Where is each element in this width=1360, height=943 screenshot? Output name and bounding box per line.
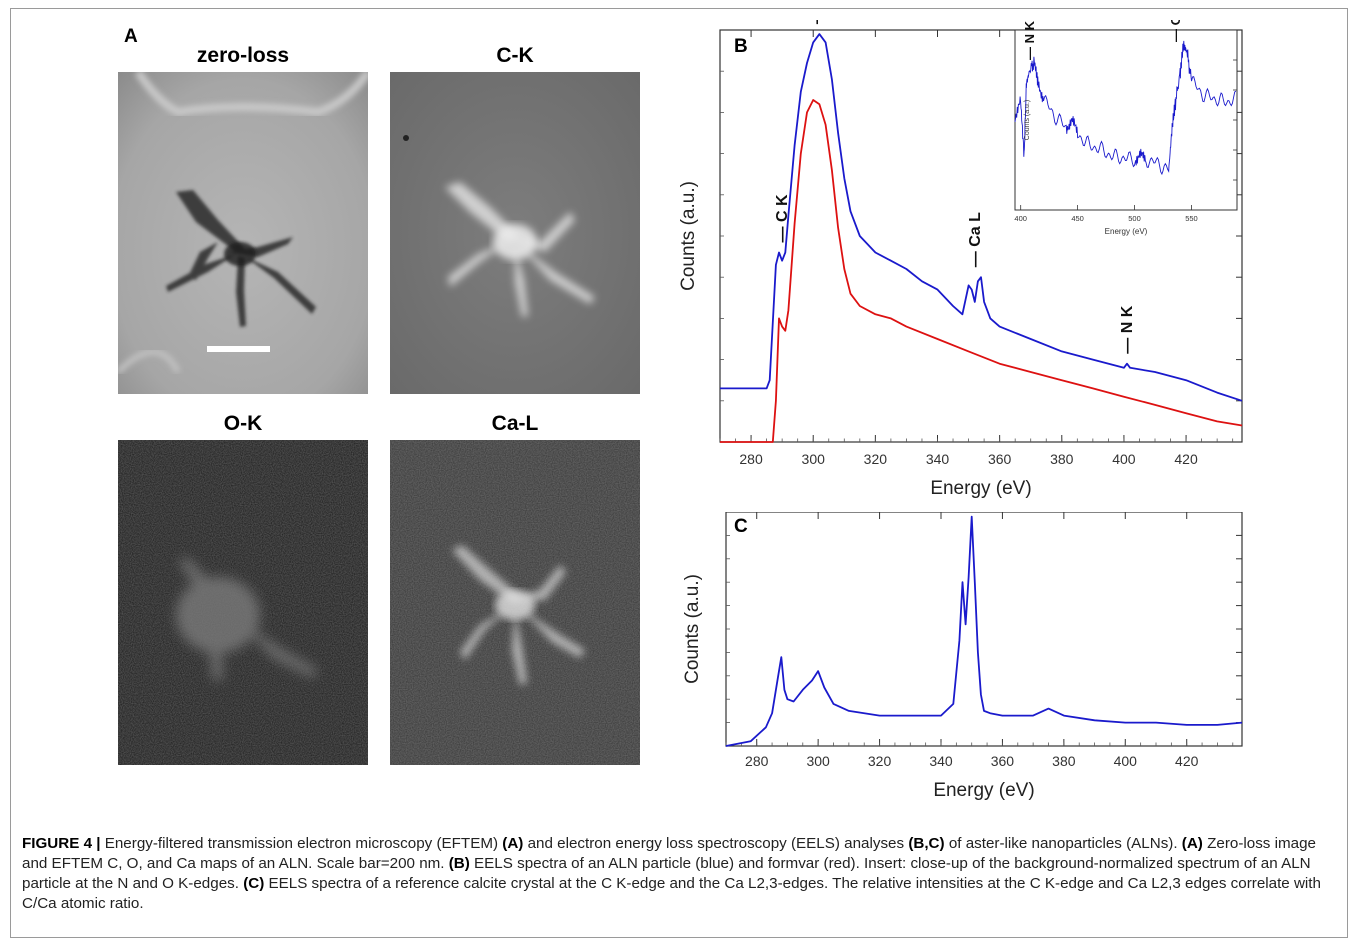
inset-x-tick-label: 450 [1071,214,1084,223]
x-tick-label: 400 [1114,753,1138,769]
x-tick-label: 360 [991,753,1015,769]
x-tick-label: 300 [806,753,830,769]
caption-text: EELS spectra of a reference calcite crys… [22,875,1321,912]
caption-panel-ref: (A) [1181,835,1203,852]
ca-l-map-image [390,440,640,765]
x-axis-label: Energy (eV) [930,478,1031,499]
series-line-0 [720,33,1243,402]
x-axis-label: Energy (eV) [933,780,1034,801]
caption-text: Energy-filtered transmission electron mi… [100,835,503,852]
peak-annotation-label: — C K [774,194,791,242]
peak-annotation: — K L [808,0,825,24]
x-tick-label: 320 [868,753,892,769]
series-line-0 [725,515,1243,747]
series-line-1 [720,99,1243,443]
c-k-title: C-K [496,44,534,67]
x-tick-label: 380 [1050,451,1074,467]
inset-frame [1014,29,1238,211]
panel-c-label: C [734,516,748,537]
peak-annotation-label: — K L [808,20,825,24]
inset-series-line-0 [1014,40,1237,176]
panel-b-label: B [734,36,748,57]
peak-annotation: — N K [1119,305,1136,353]
caption-figure-label: FIGURE 4 | [22,835,101,852]
x-tick-label: 340 [926,451,950,467]
c-k-map-image [390,72,640,394]
caption-text: of aster-like nanoparticles (ALNs). [944,835,1182,852]
scale-bar [207,346,270,352]
y-axis-label: Counts (a.u.) [678,181,699,291]
inset-annotation-label: — N K [1022,20,1037,60]
x-tick-label: 340 [929,753,953,769]
peak-annotation: — C K [774,194,791,242]
caption-panel-ref: (B) [448,855,470,872]
x-tick-label: 280 [739,451,763,467]
o-k-map-image [118,440,368,765]
caption-text: EELS spectra of an ALN particle (blue) a… [22,855,1311,892]
panel-a-label: A [124,26,138,47]
x-tick-label: 300 [802,451,826,467]
caption-body: Energy-filtered transmission electron mi… [22,835,1321,912]
ca-l-title: Ca-L [491,412,539,435]
panel-c-chart: 280 300 320 340 360 380 400 420 Energy (eV) Count… [660,511,1260,802]
caption-text: Zero-loss image and EFTEM C, O, and Ca m… [22,835,1316,872]
o-k-title: O-K [223,412,263,435]
caption-text: and electron energy loss spectroscopy (E… [523,835,909,852]
x-tick-label: 400 [1112,451,1136,467]
figure-caption: FIGURE 4 | Energy-filtered transmission … [22,834,1340,914]
x-tick-label: 360 [988,451,1012,467]
x-tick-label: 320 [864,451,888,467]
caption-panel-ref: (A) [502,835,524,852]
peak-annotation: — Ca L [967,212,984,267]
peak-annotation-label: — N K [1119,305,1136,353]
figure-frame [10,8,1348,938]
zero-loss-title: zero-loss [196,44,290,67]
inset-x-tick-label: 550 [1185,214,1198,223]
x-tick-label: 420 [1174,451,1198,467]
inset-x-axis-label: Energy (eV) [1105,227,1148,236]
inset-x-tick-label: 500 [1128,214,1141,223]
x-tick-label: 280 [745,753,769,769]
caption-panel-ref: (C) [243,875,265,892]
inset-x-tick-label: 400 [1014,214,1027,223]
zero-loss-image [118,72,368,394]
panel-b-chart: 280 300 320 340 360 380 400 420 Energy (eV) Count… [660,0,1260,510]
inset-y-axis-label: Counts (a.u.) [1024,100,1031,140]
peak-annotation-label: — Ca L [967,212,984,267]
caption-panel-ref: (B,C) [908,835,945,852]
inset-annotation: — N K [1022,20,1037,60]
y-axis-label: Counts (a.u.) [682,574,703,684]
x-tick-label: 420 [1175,753,1199,769]
inset-annotation: — O K [1168,2,1183,42]
inset-annotation-label: — O K [1168,20,1183,42]
x-tick-label: 380 [1052,753,1076,769]
